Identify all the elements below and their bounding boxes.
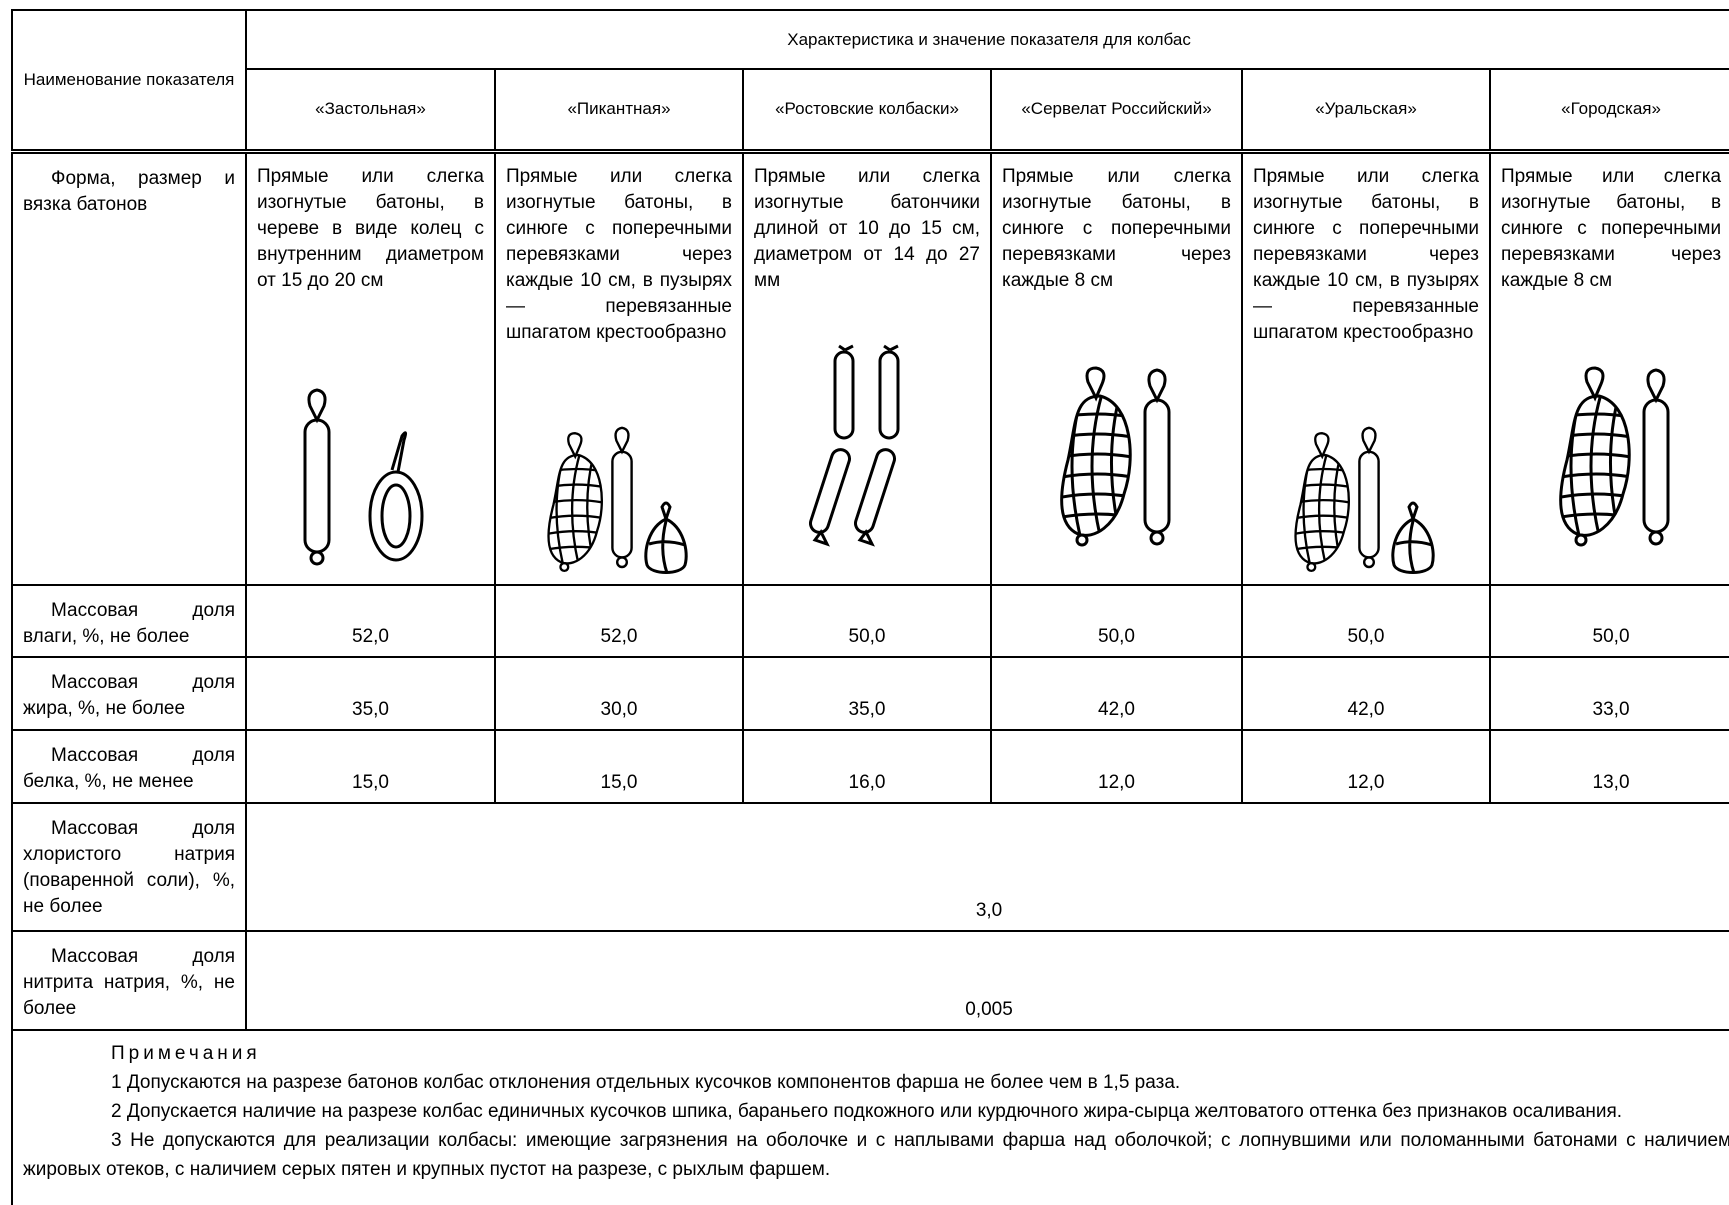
value-cell: 50,0 <box>991 585 1242 657</box>
table-cell: Прямые или слегка изогнутые батоны, в си… <box>1490 151 1729 585</box>
cell-content: Прямые или слегка изогнутые батоны, в че… <box>257 154 484 584</box>
value-cell: 15,0 <box>495 730 743 803</box>
table-row: Массовая доля влаги, %, не более 52,0 52… <box>12 585 1729 657</box>
drawing-part <box>305 390 329 564</box>
table-row: Форма, размер и вязка батонов Прямые или… <box>12 151 1729 585</box>
sausage-drawing <box>257 354 486 584</box>
drawing-part <box>1052 368 1142 545</box>
table-row: Массовая доля нитрита натрия, %, не боле… <box>12 931 1729 1030</box>
value-cell: 12,0 <box>1242 730 1490 803</box>
cell-content: Прямые или слегка изогнутые батоны, в си… <box>1253 154 1479 584</box>
indicator-table: Наименование показателя Характеристика и… <box>11 9 1729 1205</box>
value-cell: 3,0 <box>246 803 1729 931</box>
value-cell: 13,0 <box>1490 730 1729 803</box>
table-cell: Прямые или слегка изогнутые батоны, в си… <box>991 151 1242 585</box>
drawing-part <box>646 503 686 573</box>
row-label: Массовая доля хлористого натрия (поварен… <box>12 803 246 931</box>
drawing-part <box>1145 370 1169 544</box>
drawing-part <box>1551 368 1641 545</box>
cell-text: Прямые или слегка изогнутые батоны, в си… <box>506 166 732 343</box>
cell-content: Прямые или слегка изогнутые батончики дл… <box>754 154 980 584</box>
cell-text: Прямые или слегка изогнутые батоны, в си… <box>1002 166 1231 291</box>
cell-text: Прямые или слегка изогнутые батоны, в си… <box>1253 166 1479 343</box>
note: 2 Допускается наличие на разрезе колбас … <box>23 1097 1729 1126</box>
drawing-part <box>1359 427 1378 566</box>
value-cell: 0,005 <box>246 931 1729 1030</box>
row-label: Массовая доля нитрита натрия, %, не боле… <box>12 931 246 1030</box>
row-label: Массовая доля влаги, %, не более <box>12 585 246 657</box>
sausage-drawing <box>1002 334 1231 584</box>
column-header: «Ростовские колбаски» <box>743 69 991 151</box>
drawing-part <box>541 433 611 571</box>
column-header: «Сервелат Российский» <box>991 69 1242 151</box>
row-label: Форма, размер и вязка батонов <box>12 151 246 585</box>
cell-text: Прямые или слегка изогнутые батончики дл… <box>754 166 980 291</box>
table-cell: Прямые или слегка изогнутые батоны, в си… <box>495 151 743 585</box>
drawing-part <box>612 427 631 566</box>
group-header: Характеристика и значение показателя для… <box>246 10 1729 69</box>
value-cell: 52,0 <box>495 585 743 657</box>
cell-text: Прямые или слегка изогнутые батоны, в че… <box>257 166 484 291</box>
notes: Примечания 1 Допускаются на разрезе бато… <box>12 1030 1729 1205</box>
row-label: Массовая доля жира, %, не более <box>12 657 246 730</box>
value-cell: 33,0 <box>1490 657 1729 730</box>
drawing-part <box>1644 370 1668 544</box>
name-header: Наименование показателя <box>12 10 246 151</box>
header-row: Наименование показателя Характеристика и… <box>12 10 1729 69</box>
page-wrap: Наименование показателя Характеристика и… <box>0 0 1729 1205</box>
table-row: Массовая доля белка, %, не менее 15,0 15… <box>12 730 1729 803</box>
table-cell: Прямые или слегка изогнутые батоны, в си… <box>1242 151 1490 585</box>
value-cell: 52,0 <box>246 585 495 657</box>
value-cell: 35,0 <box>246 657 495 730</box>
value-cell: 50,0 <box>1242 585 1490 657</box>
value-cell: 50,0 <box>1490 585 1729 657</box>
table-cell: Прямые или слегка изогнутые батоны, в че… <box>246 151 495 585</box>
value-cell: 16,0 <box>743 730 991 803</box>
drawing-part <box>370 432 422 559</box>
value-cell: 50,0 <box>743 585 991 657</box>
note: 3 Не допускаются для реализации колбасы:… <box>23 1126 1729 1184</box>
cell-content: Прямые или слегка изогнутые батоны, в си… <box>506 154 732 584</box>
value-cell: 30,0 <box>495 657 743 730</box>
page: Таблица показателей колбас {"header":{"n… <box>0 0 1729 1205</box>
value-cell: 15,0 <box>246 730 495 803</box>
row-label: Массовая доля белка, %, не менее <box>12 730 246 803</box>
cell-content: Прямые или слегка изогнутые батоны, в си… <box>1002 154 1231 584</box>
notes-title: Примечания <box>23 1039 1729 1068</box>
drawing-part <box>808 346 853 544</box>
note: 1 Допускаются на разрезе батонов колбас … <box>23 1068 1729 1097</box>
cell-text: Прямые или слегка изогнутые батоны, в си… <box>1501 166 1721 291</box>
column-header: «Застольная» <box>246 69 495 151</box>
sausage-drawing <box>506 414 735 584</box>
drawing-part <box>1288 433 1358 571</box>
sausage-drawing <box>1501 334 1729 584</box>
table-row: Массовая доля жира, %, не более 35,0 30,… <box>12 657 1729 730</box>
sausage-drawing <box>754 324 983 584</box>
drawing-part <box>1393 503 1433 573</box>
drawing-part <box>853 346 898 544</box>
value-cell: 42,0 <box>991 657 1242 730</box>
value-cell: 42,0 <box>1242 657 1490 730</box>
sausage-drawing <box>1253 414 1482 584</box>
body: Наименование показателя Характеристика и… <box>0 0 1729 1205</box>
column-header: «Городская» <box>1490 69 1729 151</box>
column-header: «Уральская» <box>1242 69 1490 151</box>
cell-content: Прямые или слегка изогнутые батоны, в си… <box>1501 154 1721 584</box>
table-cell: Прямые или слегка изогнутые батончики дл… <box>743 151 991 585</box>
column-header: «Пикантная» <box>495 69 743 151</box>
value-cell: 35,0 <box>743 657 991 730</box>
table-row: Массовая доля хлористого натрия (поварен… <box>12 803 1729 931</box>
notes-row: Примечания 1 Допускаются на разрезе бато… <box>12 1030 1729 1205</box>
header-row: «Застольная» «Пикантная» «Ростовские кол… <box>12 69 1729 151</box>
value-cell: 12,0 <box>991 730 1242 803</box>
